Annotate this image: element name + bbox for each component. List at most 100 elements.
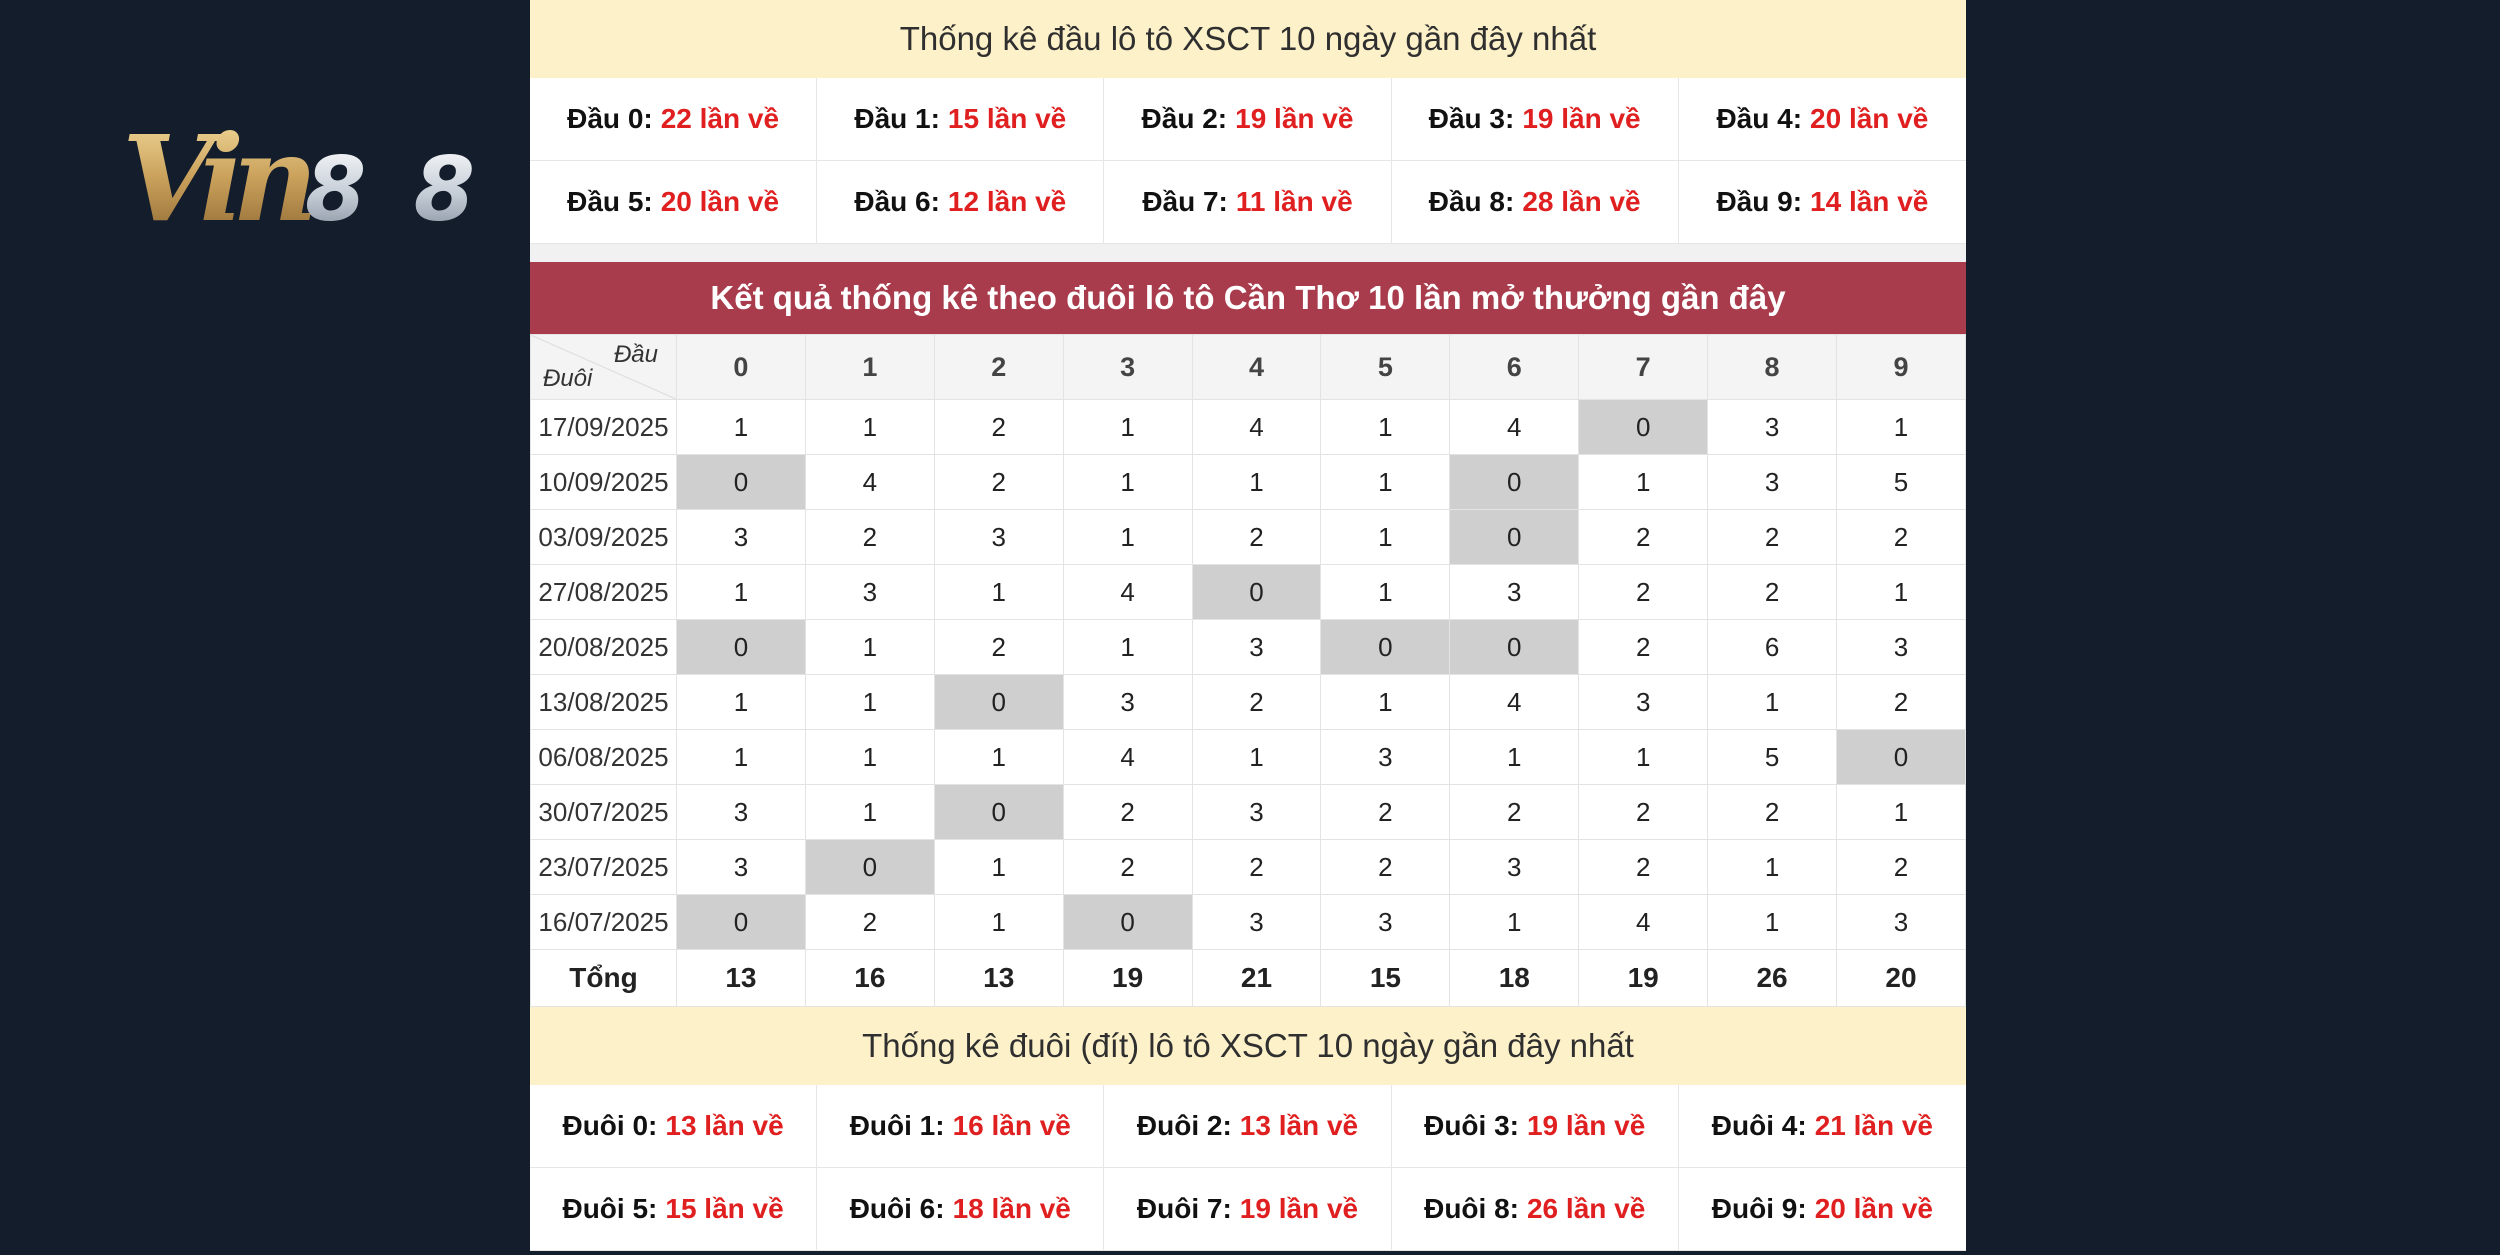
duoi-stat-count: 13 lần về <box>665 1110 784 1141</box>
table-cell: 1 <box>1320 454 1451 510</box>
table-cell: 1 <box>676 399 806 455</box>
column-header-4: 4 <box>1191 334 1322 400</box>
corner-label-duoi: Đuôi <box>543 365 593 392</box>
dau-stat-3: Đầu 3: 19 lần về <box>1391 78 1679 161</box>
table-cell: 2 <box>933 619 1064 675</box>
table-cell: 1 <box>933 894 1064 950</box>
dau-stat-count: 20 lần về <box>660 186 780 217</box>
table-cell: 2 <box>1062 784 1193 840</box>
dau-stat-count: 19 lần về <box>1235 103 1354 134</box>
table-cell: 2 <box>1707 784 1838 840</box>
table-cell: 2 <box>804 509 935 565</box>
table-cell: 2 <box>804 894 935 950</box>
section-divider <box>530 244 1966 262</box>
svg-text:88: 88 <box>305 138 473 241</box>
duoi-stat-4: Đuôi 4: 21 lần về <box>1678 1085 1966 1168</box>
total-cell: 20 <box>1836 949 1966 1007</box>
table-cell: 3 <box>1707 454 1838 510</box>
dau-stat-9: Đầu 9: 14 lần về <box>1678 161 1966 244</box>
table-cell: 3 <box>1707 399 1838 455</box>
table-cell: 0 <box>804 839 935 895</box>
table-cell: 0 <box>1578 399 1709 455</box>
duoi-stat-label: Đuôi 4: <box>1711 1110 1807 1141</box>
table-cell: 1 <box>804 674 935 730</box>
dau-stat-label: Đầu 6: <box>854 186 940 217</box>
head-stats-title: Thống kê đầu lô tô XSCT 10 ngày gần đây … <box>530 0 1966 78</box>
table-cell: 3 <box>676 839 806 895</box>
table-row: 30/07/2025 3 1 0 2 3 2 2 2 2 1 <box>530 784 1966 840</box>
table-cell: 4 <box>1062 564 1193 620</box>
duoi-stat-label: Đuôi 0: <box>562 1110 658 1141</box>
row-date: 06/08/2025 <box>530 729 677 785</box>
table-cell: 2 <box>1578 784 1709 840</box>
column-header-8: 8 <box>1707 334 1838 400</box>
table-corner-header: Đầu Đuôi <box>530 334 677 400</box>
row-date: 30/07/2025 <box>530 784 677 840</box>
table-cell: 2 <box>1191 839 1322 895</box>
table-cell: 1 <box>1062 619 1193 675</box>
dau-stat-label: Đầu 0: <box>567 103 653 134</box>
table-cell: 2 <box>1320 784 1451 840</box>
table-cell: 0 <box>676 619 806 675</box>
table-cell: 1 <box>1707 839 1838 895</box>
table-cell: 2 <box>1191 509 1322 565</box>
row-date: 16/07/2025 <box>530 894 677 950</box>
duoi-stat-9: Đuôi 9: 20 lần về <box>1678 1168 1966 1251</box>
dau-stat-label: Đầu 7: <box>1142 186 1228 217</box>
dau-stat-5: Đầu 5: 20 lần về <box>530 161 818 244</box>
table-cell: 1 <box>1320 509 1451 565</box>
duoi-stat-count: 16 lần về <box>952 1110 1071 1141</box>
table-row: 06/08/2025 1 1 1 4 1 3 1 1 5 0 <box>530 729 1966 785</box>
table-cell: 3 <box>676 509 806 565</box>
table-cell: 4 <box>1449 399 1580 455</box>
duoi-stat-count: 13 lần về <box>1239 1110 1359 1141</box>
table-cell: 1 <box>933 564 1064 620</box>
table-cell: 4 <box>1062 729 1193 785</box>
dau-stat-count: 11 lần về <box>1235 186 1353 217</box>
table-cell: 0 <box>933 674 1064 730</box>
table-cell: 1 <box>1191 729 1322 785</box>
table-cell: 1 <box>1578 729 1709 785</box>
dau-stat-count: 19 lần về <box>1522 103 1641 134</box>
table-cell: 3 <box>1320 729 1451 785</box>
head-stats-grid: Đầu 0: 22 lần về Đầu 1: 15 lần về Đầu 2: 19 l… <box>530 78 1966 244</box>
duoi-stat-0: Đuôi 0: 13 lần về <box>530 1085 818 1168</box>
table-row: 20/08/2025 0 1 2 1 3 0 0 2 6 3 <box>530 619 1966 675</box>
duoi-stat-count: 20 lần về <box>1814 1193 1933 1224</box>
table-cell: 3 <box>804 564 935 620</box>
duoi-stat-1: Đuôi 1: 16 lần về <box>817 1085 1105 1168</box>
column-header-6: 6 <box>1449 334 1580 400</box>
table-cell: 3 <box>1836 894 1966 950</box>
total-cell: 13 <box>676 949 806 1007</box>
dau-stat-count: 28 lần về <box>1522 186 1641 217</box>
table-cell: 2 <box>1320 839 1451 895</box>
table-cell: 1 <box>1707 894 1838 950</box>
duoi-stat-5: Đuôi 5: 15 lần về <box>530 1168 818 1251</box>
dau-stat-0: Đầu 0: 22 lần về <box>530 78 818 161</box>
table-cell: 3 <box>1191 619 1322 675</box>
table-cell: 1 <box>804 399 935 455</box>
duoi-stat-7: Đuôi 7: 19 lần về <box>1104 1168 1392 1251</box>
dau-stat-count: 22 lần về <box>660 103 780 134</box>
dau-stat-label: Đầu 1: <box>854 103 940 134</box>
duoi-stat-count: 15 lần về <box>665 1193 784 1224</box>
table-cell: 0 <box>676 454 806 510</box>
table-cell: 4 <box>804 454 935 510</box>
total-cell: 19 <box>1578 949 1709 1007</box>
table-cell: 3 <box>1191 784 1322 840</box>
table-cell: 4 <box>1191 399 1322 455</box>
column-header-2: 2 <box>933 334 1064 400</box>
row-date: 13/08/2025 <box>530 674 677 730</box>
vin88-logo-image: Vin 88 <box>122 109 475 248</box>
tail-stats-grid: Đuôi 0: 13 lần về Đuôi 1: 16 lần về Đuôi 2: 1… <box>530 1085 1966 1251</box>
table-cell: 4 <box>1449 674 1580 730</box>
column-header-0: 0 <box>676 334 806 400</box>
table-cell: 0 <box>1449 509 1580 565</box>
total-cell: 15 <box>1320 949 1451 1007</box>
table-cell: 1 <box>676 564 806 620</box>
dau-stat-6: Đầu 6: 12 lần về <box>817 161 1105 244</box>
tail-stats-title: Thống kê đuôi (đít) lô tô XSCT 10 ngày g… <box>530 1007 1966 1085</box>
row-date: 20/08/2025 <box>530 619 677 675</box>
table-cell: 1 <box>933 839 1064 895</box>
